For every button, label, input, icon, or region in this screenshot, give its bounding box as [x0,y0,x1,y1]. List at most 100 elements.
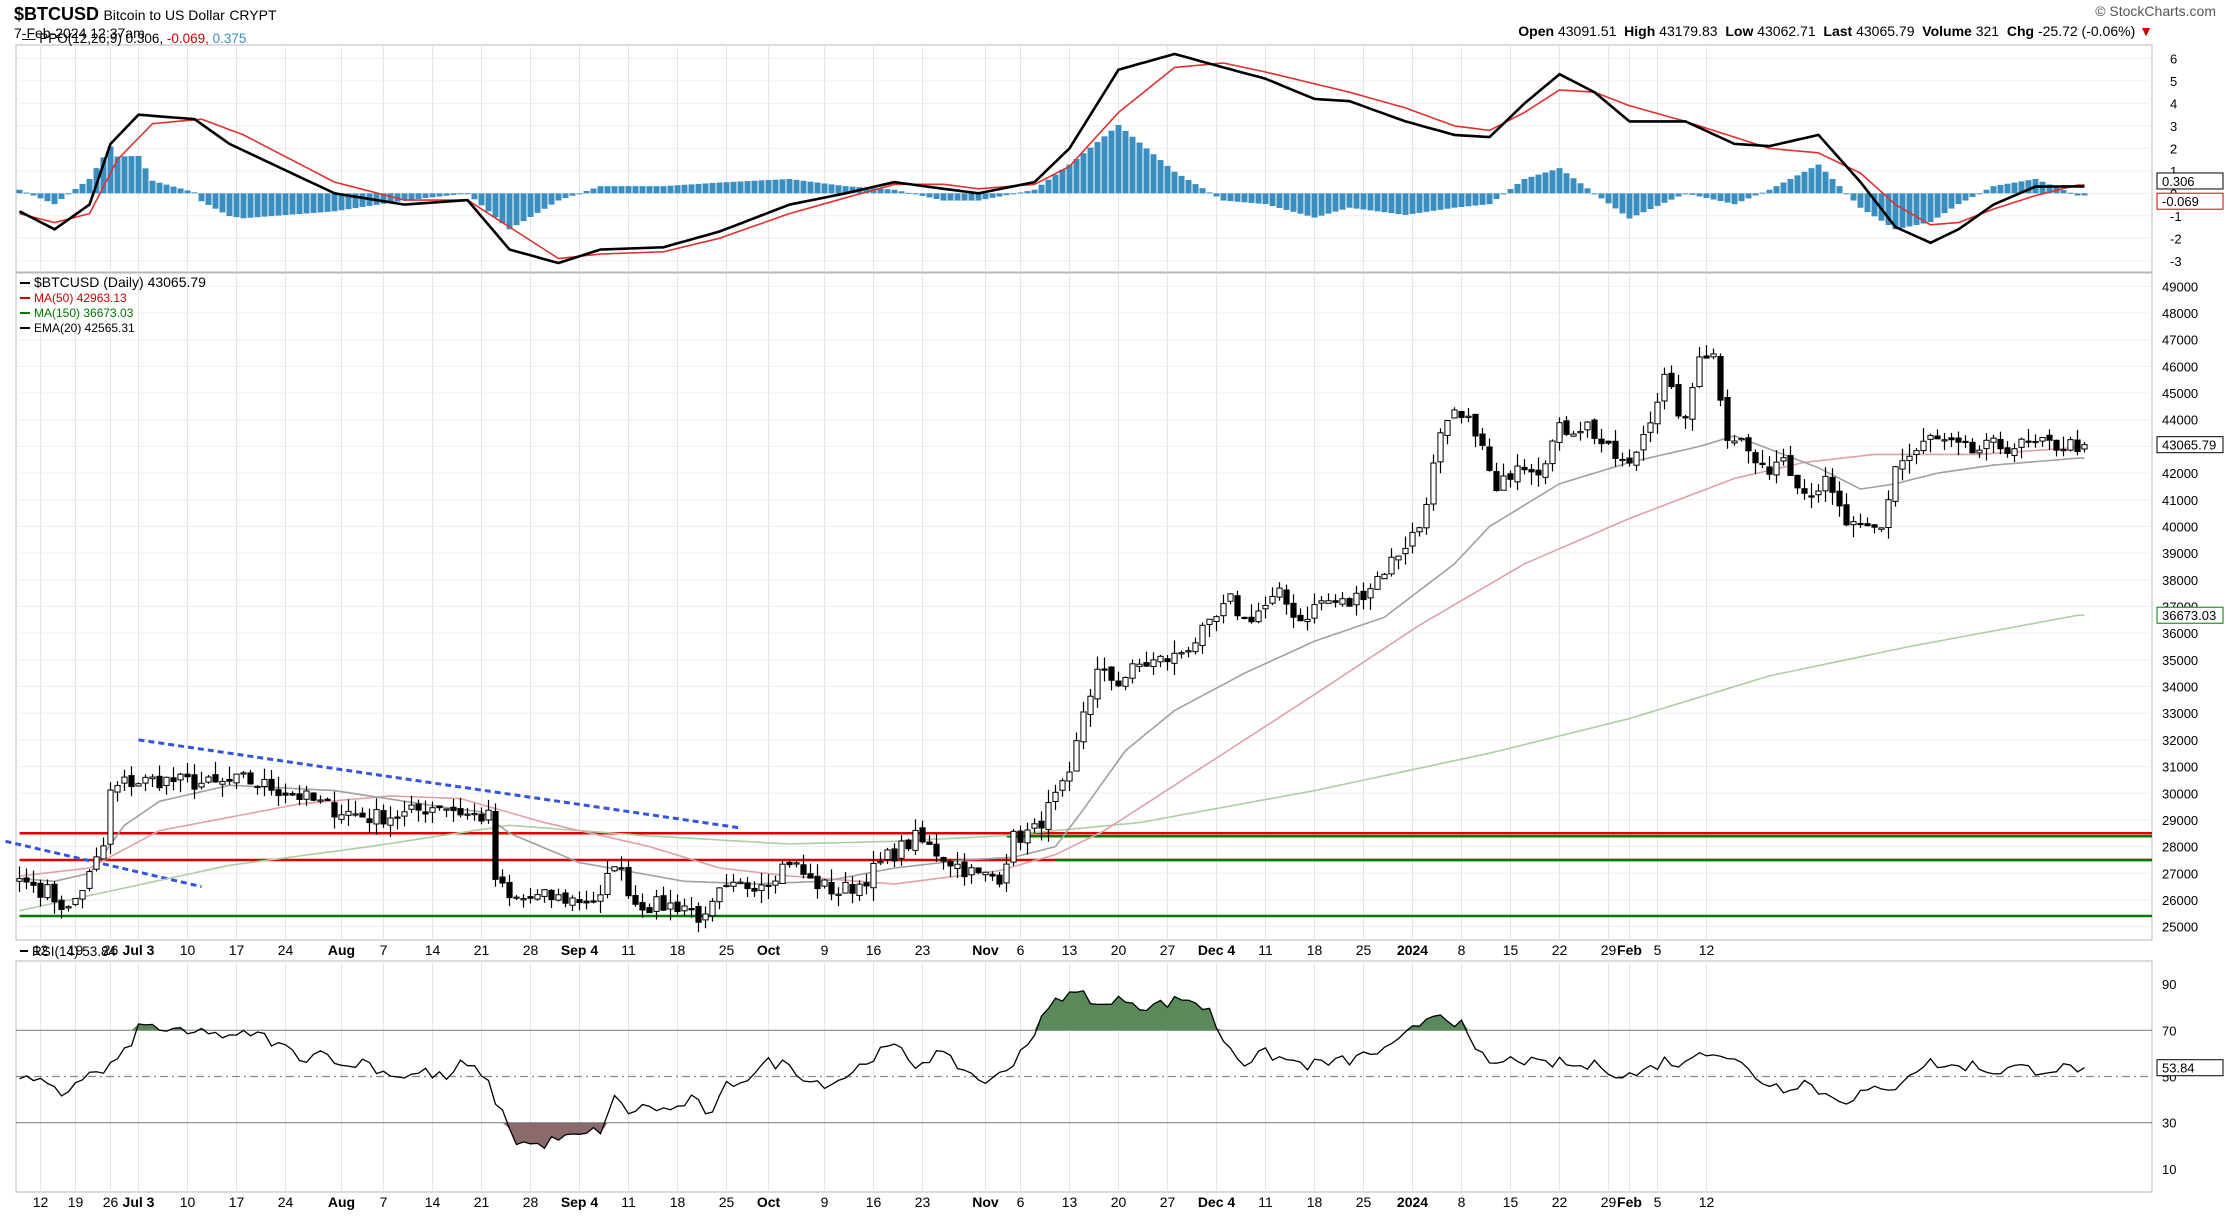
ppo-histogram-bar [219,193,226,213]
x-axis-label: 28 [523,1194,539,1210]
candle [1633,451,1640,466]
rsi-overbought-fill [1447,1021,1455,1031]
candle [2067,439,2074,451]
candle [1360,590,1367,601]
candle [1122,677,1129,687]
x-axis-label: 22 [1552,942,1568,958]
ppo-histogram-bar [1178,175,1185,194]
ppo-signal-line [19,62,2085,260]
ppo-histogram-bar [1675,193,1682,197]
ppo-histogram-bar [891,189,898,194]
ppo-histogram-bar [233,193,240,218]
ppo-histogram-bar [1591,193,1598,195]
ppo-histogram-bar [1122,130,1129,194]
ppo-histogram-bar [1234,193,1241,202]
x-axis-label: 6 [1017,942,1025,958]
ppo-histogram-bar [1836,186,1843,194]
ppo-histogram-bar [828,184,835,194]
x-axis-label: 26 [103,1194,119,1210]
candle [877,861,884,864]
ppo-histogram-bar [1374,193,1381,212]
ppo-histogram-bar [79,183,86,194]
chg-value: -25.72 (-0.06%) [2037,23,2136,39]
candle [863,882,870,887]
candle [1129,663,1136,679]
ppo-histogram-bar [1759,192,1766,194]
candle [1647,422,1654,433]
candle [121,776,128,784]
candle [114,785,121,793]
ppo-histogram-bar [492,193,499,218]
candle [1206,618,1213,625]
rsi-overbought-fill [138,1024,146,1031]
ppo-histogram-bar [1402,193,1409,215]
ppo-histogram-bar [282,193,289,216]
ppo-panel-frame [15,44,2153,273]
price-y-tick: 40000 [2162,519,2198,534]
ppo-histogram-bar [1129,136,1136,194]
ppo-histogram-bar [2011,182,2018,194]
ppo-histogram-bar [1710,193,1717,200]
ppo-hist-value-box [2156,192,2224,210]
ppo-histogram-bar [898,191,905,194]
ppo-histogram-bar [2025,180,2032,194]
ppo-histogram-bar [352,193,359,209]
ppo-histogram-bar [1255,193,1262,204]
candle [135,783,142,787]
ppo-histogram-bar [184,190,191,194]
ppo-histogram-bar [44,193,51,202]
rsi-overbought-fill [1461,1020,1469,1031]
x-axis-label: 22 [1552,1194,1568,1210]
candle [1423,503,1430,529]
candle [317,799,324,802]
candle [583,900,590,904]
ppo-histogram-bar [919,193,926,196]
ppo-histogram-bar [1948,193,1955,209]
candle [1248,616,1255,623]
candle [1493,471,1500,492]
ppo-histogram-bar [730,181,737,194]
candle [65,906,72,909]
ppo-histogram-bar [1787,178,1794,194]
chart-datetime: 7-Feb-2024 12:37am [14,25,145,41]
rsi-overbought-fill [1055,998,1063,1031]
ppo-histogram-bar [597,186,604,194]
ppo-histogram-bar [1290,193,1297,212]
candle [1731,440,1738,444]
ppo-histogram-bar [996,193,1003,197]
rsi-y-tick: 10 [2162,1162,2176,1177]
candle [415,803,422,811]
rsi-overbought-fill [1062,992,1070,1031]
candle [1591,419,1598,439]
ppo-histogram-bar [1108,130,1115,194]
ppo-histogram-bar [1528,176,1535,194]
candle [1794,474,1801,489]
price-y-tick: 35000 [2162,653,2198,668]
candle [758,884,765,891]
ppo-histogram-bar [1052,174,1059,194]
high-value: 43179.83 [1659,23,1718,39]
ppo-histogram-bar [884,189,891,194]
x-axis-label: 23 [915,1194,931,1210]
ppo-histogram-bar [1899,193,1906,228]
rsi-overbought-fill [1153,1000,1161,1031]
candle [1822,475,1829,492]
candle [86,871,93,889]
x-axis-label: Dec 4 [1198,1194,1236,1210]
ppo-histogram-bar [2018,181,2025,194]
x-axis-label: 27 [1160,942,1176,958]
ppo-histogram-bar [471,193,478,200]
candle [261,778,268,788]
x-axis-label: 8 [1458,942,1466,958]
ppo-histogram-bar [1220,193,1227,201]
ema20-line [19,434,2085,885]
ppo-histogram-bar [583,190,590,194]
x-axis-label: Jul 3 [123,942,155,958]
candle [149,776,156,780]
ppo-histogram-bar [1941,193,1948,214]
x-axis-label: Feb [1617,1194,1642,1210]
ppo-histogram-bar [534,193,541,213]
x-axis-label: 23 [915,942,931,958]
ppo-histogram-bar [1640,193,1647,213]
ppo-histogram-bar [72,189,79,194]
